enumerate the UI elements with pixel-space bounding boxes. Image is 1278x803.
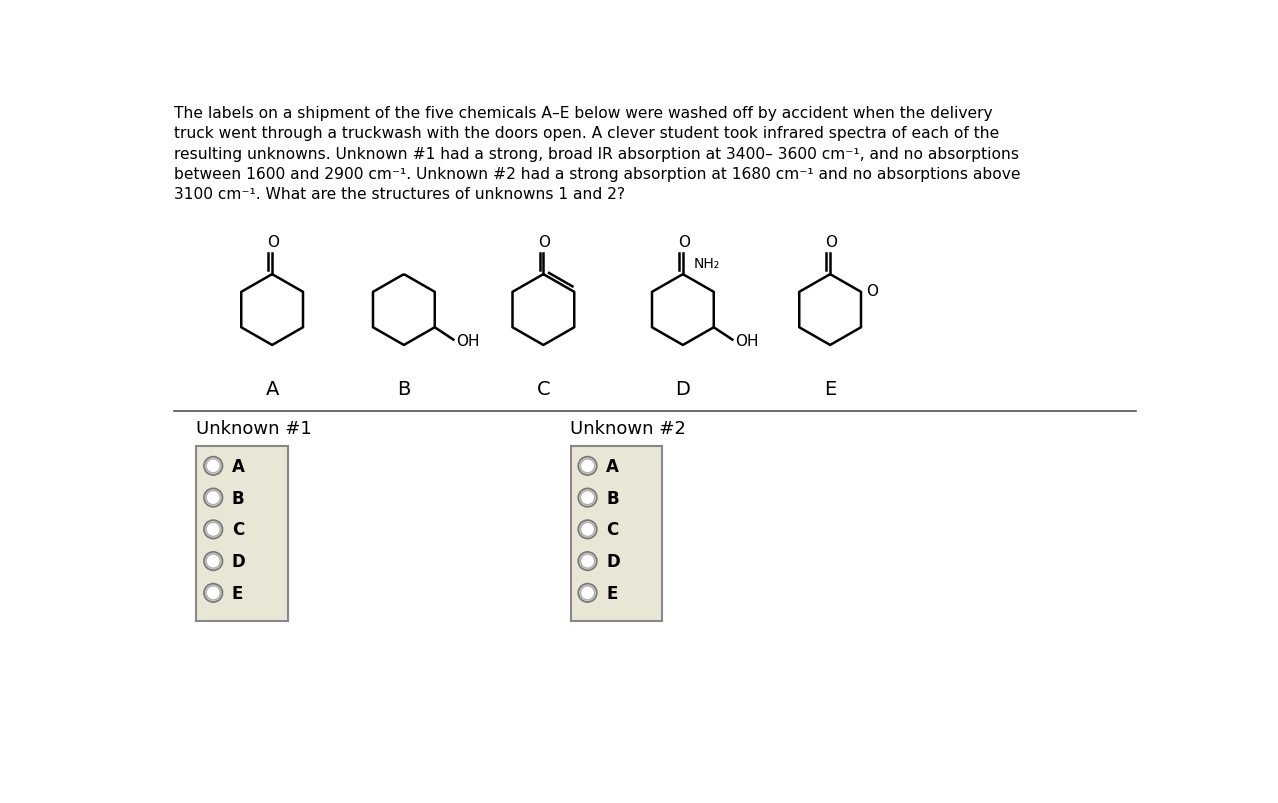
Circle shape bbox=[578, 457, 597, 475]
Text: B: B bbox=[397, 379, 410, 398]
Circle shape bbox=[580, 523, 594, 536]
Circle shape bbox=[206, 459, 220, 473]
Text: O: O bbox=[865, 283, 878, 299]
Text: O: O bbox=[824, 235, 837, 251]
Text: C: C bbox=[231, 520, 244, 539]
Text: B: B bbox=[606, 489, 619, 507]
Circle shape bbox=[204, 489, 222, 507]
Text: E: E bbox=[824, 379, 836, 398]
Circle shape bbox=[204, 457, 222, 475]
Text: Unknown #2: Unknown #2 bbox=[570, 419, 686, 437]
Text: D: D bbox=[676, 379, 690, 398]
Circle shape bbox=[204, 584, 222, 602]
Text: Unknown #1: Unknown #1 bbox=[197, 419, 312, 437]
Circle shape bbox=[578, 520, 597, 539]
Text: The labels on a shipment of the five chemicals A–E below were washed off by acci: The labels on a shipment of the five che… bbox=[174, 105, 1020, 202]
Circle shape bbox=[206, 523, 220, 536]
Text: OH: OH bbox=[456, 333, 479, 349]
Text: A: A bbox=[606, 457, 619, 475]
Text: A: A bbox=[266, 379, 279, 398]
Text: B: B bbox=[231, 489, 244, 507]
Circle shape bbox=[578, 552, 597, 571]
Circle shape bbox=[204, 552, 222, 571]
FancyBboxPatch shape bbox=[197, 446, 288, 622]
Text: NH₂: NH₂ bbox=[694, 257, 720, 271]
FancyBboxPatch shape bbox=[570, 446, 662, 622]
Circle shape bbox=[578, 489, 597, 507]
Text: OH: OH bbox=[735, 333, 758, 349]
Text: E: E bbox=[606, 584, 617, 602]
Text: E: E bbox=[231, 584, 243, 602]
Text: D: D bbox=[606, 552, 620, 570]
Circle shape bbox=[580, 586, 594, 600]
Circle shape bbox=[204, 520, 222, 539]
Circle shape bbox=[578, 584, 597, 602]
Circle shape bbox=[206, 491, 220, 505]
Text: O: O bbox=[267, 235, 279, 251]
Text: D: D bbox=[231, 552, 245, 570]
Circle shape bbox=[580, 459, 594, 473]
Text: A: A bbox=[231, 457, 244, 475]
Circle shape bbox=[580, 555, 594, 569]
Text: O: O bbox=[538, 235, 550, 251]
Text: C: C bbox=[537, 379, 551, 398]
Text: C: C bbox=[606, 520, 619, 539]
Circle shape bbox=[206, 586, 220, 600]
Circle shape bbox=[580, 491, 594, 505]
Text: O: O bbox=[677, 235, 690, 251]
Circle shape bbox=[206, 555, 220, 569]
